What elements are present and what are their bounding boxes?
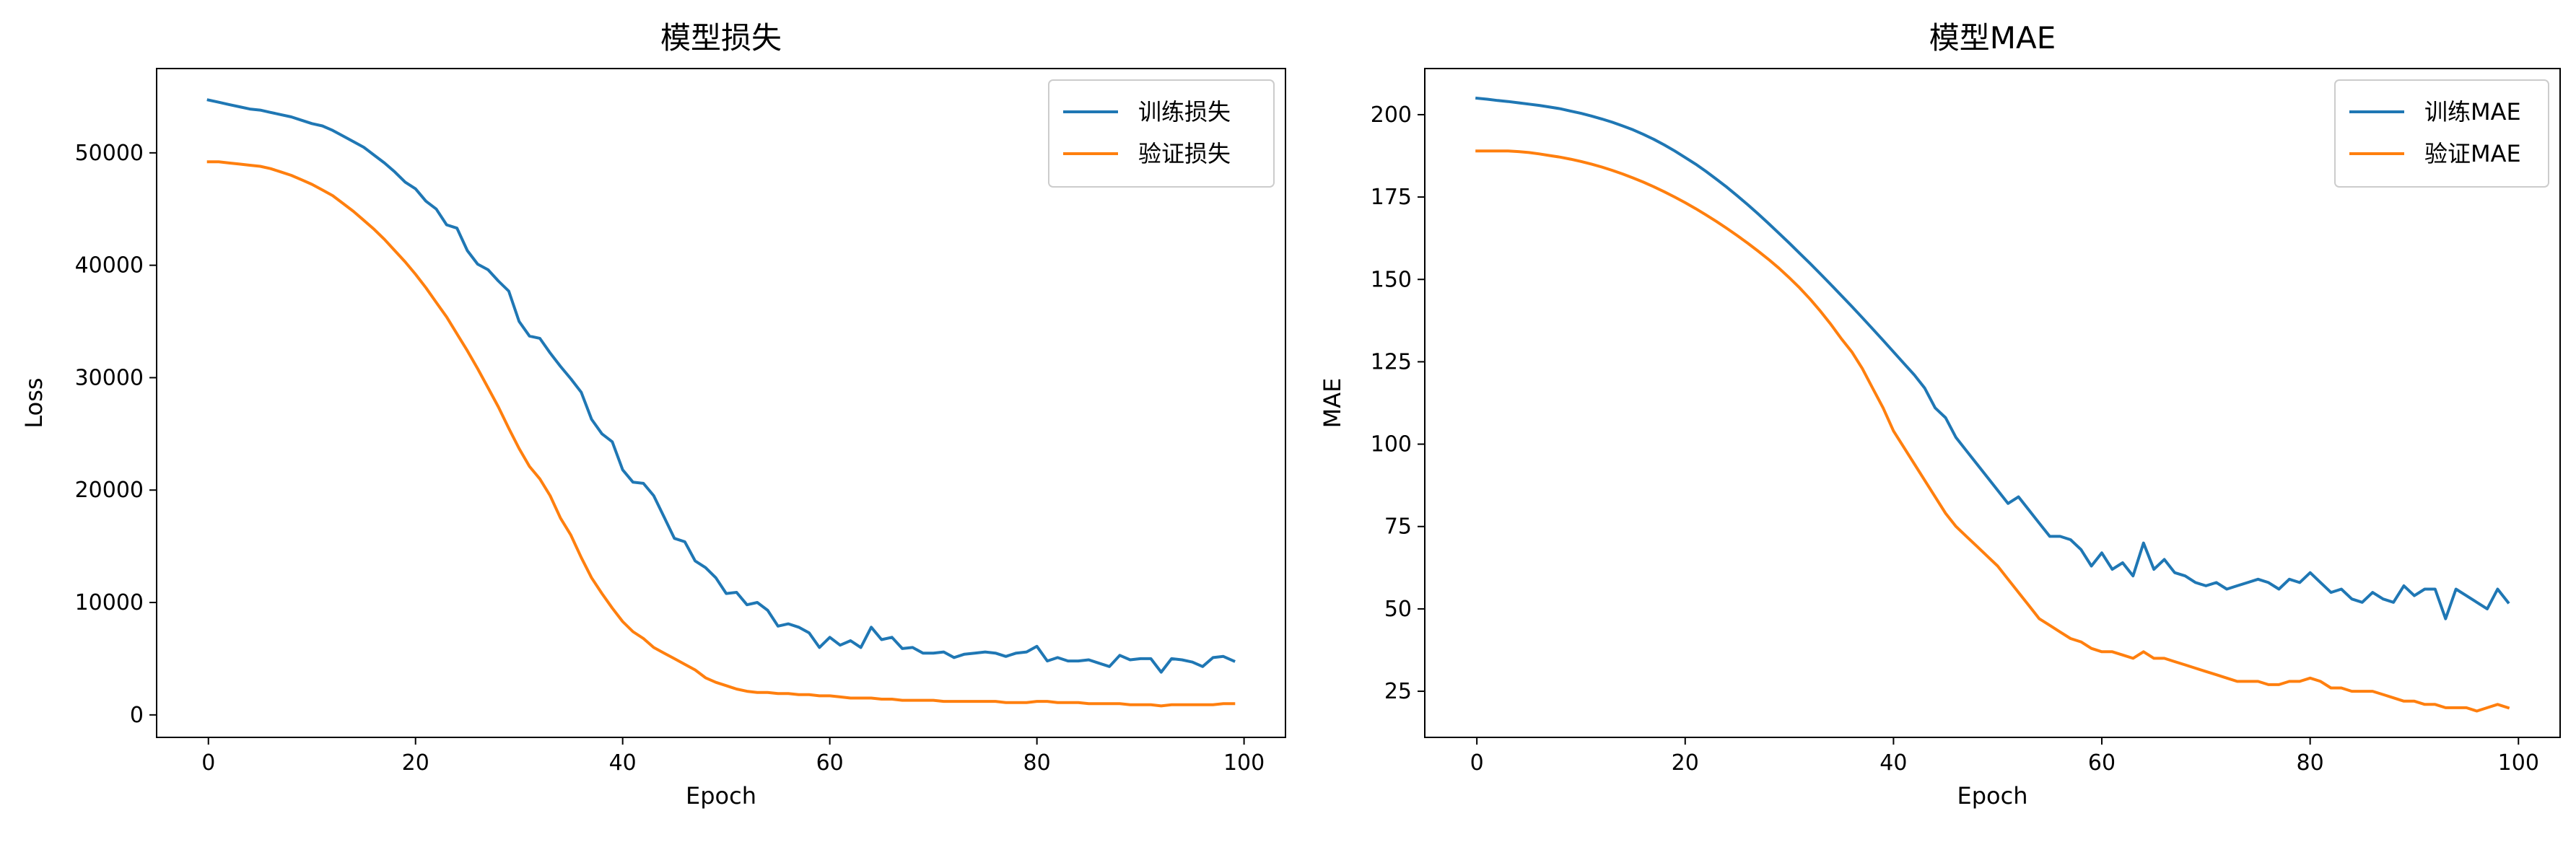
loss-y-tick-label: 20000 xyxy=(75,478,144,503)
loss-plot-frame xyxy=(156,68,1286,738)
mae-legend: 训练MAE 验证MAE xyxy=(2334,79,2549,188)
loss-series-train-line xyxy=(206,98,1236,674)
mae-y-tick-label: 25 xyxy=(1384,679,1412,704)
loss-chart-title: 模型损失 xyxy=(660,20,782,56)
loss-x-tick-label: 60 xyxy=(816,750,844,776)
mae-series-validation-line xyxy=(1475,149,2510,713)
loss-series-validation-line xyxy=(206,160,1236,708)
loss-y-tick-label: 30000 xyxy=(75,365,144,390)
mae-chart-title: 模型MAE xyxy=(1929,20,2056,56)
mae-x-tick-label: 60 xyxy=(2088,750,2116,776)
mae-y-tick-label: 75 xyxy=(1384,514,1412,540)
loss-chart: 模型损失 0 20 40 60 80 100 0 10000 20000 30000 40000 500… xyxy=(20,20,1286,810)
loss-x-axis-label: Epoch xyxy=(686,782,756,810)
mae-y-tick-label: 175 xyxy=(1371,185,1412,210)
loss-x-tick-label: 100 xyxy=(1223,750,1265,776)
loss-x-tick-label: 20 xyxy=(402,750,429,776)
loss-y-tick-label: 50000 xyxy=(75,141,144,166)
loss-x-tick-label: 80 xyxy=(1023,750,1051,776)
loss-legend-label: 验证损失 xyxy=(1138,140,1231,167)
mae-legend-label: 训练MAE xyxy=(2424,98,2521,126)
loss-y-axis-label: Loss xyxy=(20,377,48,428)
mae-x-tick-label: 0 xyxy=(1470,750,1484,776)
mae-x-tick-label: 20 xyxy=(1672,750,1699,776)
mae-x-tick-label: 40 xyxy=(1879,750,1907,776)
mae-legend-label: 验证MAE xyxy=(2424,140,2521,167)
loss-legend-label: 训练损失 xyxy=(1138,98,1231,126)
mae-x-axis-label: Epoch xyxy=(1957,782,2028,810)
mae-y-tick-label: 100 xyxy=(1371,432,1412,457)
mae-x-tick-label: 80 xyxy=(2297,750,2324,776)
mae-y-axis-label: MAE xyxy=(1319,378,1346,429)
loss-y-tick-label: 10000 xyxy=(75,590,144,615)
mae-y-tick-label: 50 xyxy=(1384,597,1412,622)
mae-y-tick-label: 150 xyxy=(1371,267,1412,292)
mae-series-train-line xyxy=(1475,96,2510,620)
loss-x-tick-label: 40 xyxy=(609,750,637,776)
mae-plot-frame xyxy=(1424,68,2561,738)
mae-chart: 模型MAE 0 20 40 60 80 100 25 50 75 100 125 150 175 200 Ep… xyxy=(1319,20,2561,810)
loss-x-tick-label: 0 xyxy=(201,750,215,776)
loss-legend-box xyxy=(1048,79,1275,188)
mae-y-tick-label: 125 xyxy=(1371,349,1412,374)
loss-y-tick-label: 0 xyxy=(130,703,144,728)
mae-legend-box xyxy=(2334,79,2549,188)
mae-y-tick-label: 200 xyxy=(1371,102,1412,128)
loss-y-tick-label: 40000 xyxy=(75,253,144,279)
mae-x-tick-label: 100 xyxy=(2498,750,2539,776)
